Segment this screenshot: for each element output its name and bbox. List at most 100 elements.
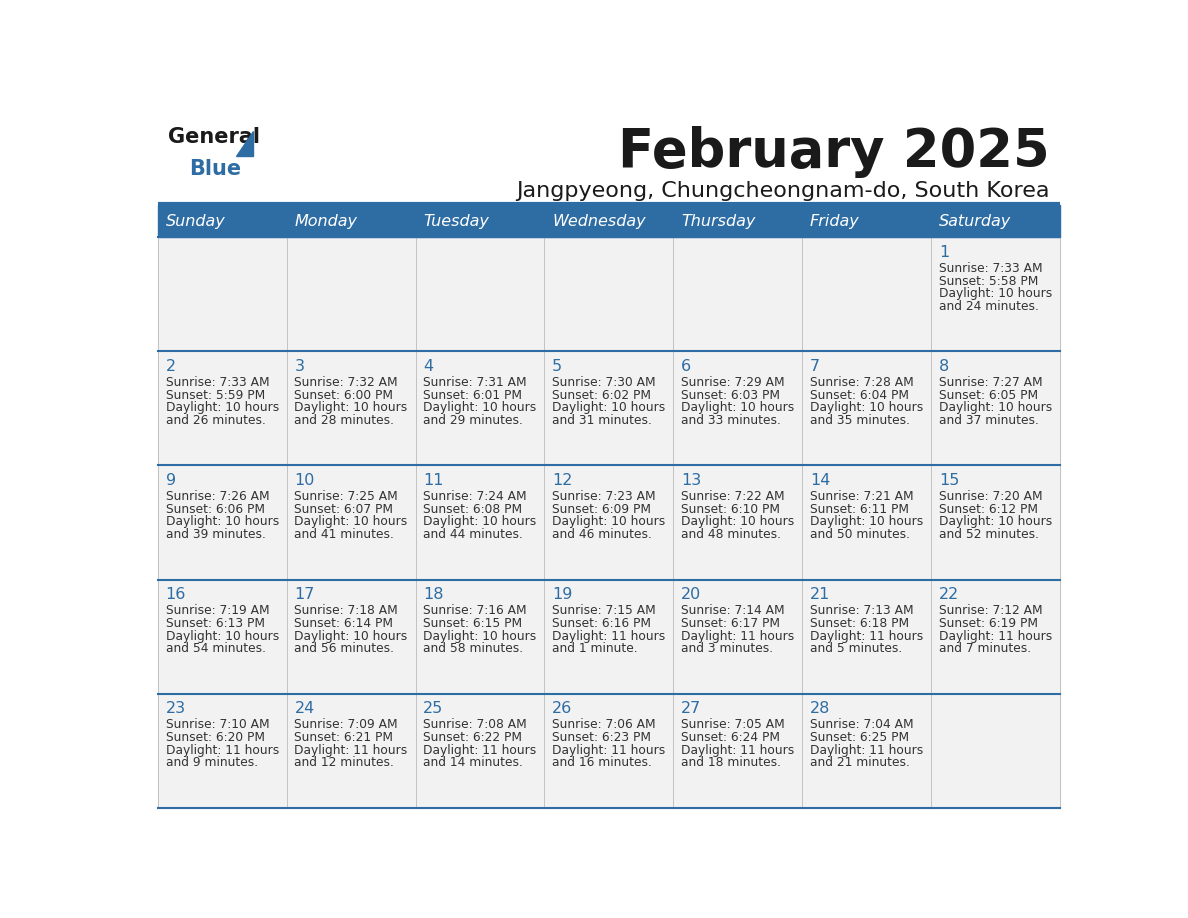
Bar bbox=[931, 579, 1060, 694]
Bar bbox=[544, 579, 674, 694]
Bar bbox=[158, 579, 286, 694]
Text: Sunset: 6:16 PM: Sunset: 6:16 PM bbox=[552, 617, 651, 630]
Bar bbox=[674, 237, 802, 352]
Text: Sunrise: 7:12 AM: Sunrise: 7:12 AM bbox=[939, 604, 1042, 617]
Text: and 28 minutes.: and 28 minutes. bbox=[295, 414, 394, 427]
Text: Daylight: 10 hours: Daylight: 10 hours bbox=[295, 630, 407, 643]
Text: Sunset: 6:25 PM: Sunset: 6:25 PM bbox=[810, 731, 909, 744]
Bar bbox=[802, 237, 931, 352]
Text: Sunset: 5:59 PM: Sunset: 5:59 PM bbox=[165, 388, 265, 402]
Text: Daylight: 11 hours: Daylight: 11 hours bbox=[295, 744, 407, 756]
Text: Daylight: 10 hours: Daylight: 10 hours bbox=[295, 516, 407, 529]
Text: Daylight: 10 hours: Daylight: 10 hours bbox=[165, 401, 279, 414]
Text: and 1 minute.: and 1 minute. bbox=[552, 643, 638, 655]
Text: Sunrise: 7:14 AM: Sunrise: 7:14 AM bbox=[681, 604, 784, 617]
Text: 24: 24 bbox=[295, 701, 315, 716]
Text: Sunset: 6:06 PM: Sunset: 6:06 PM bbox=[165, 503, 265, 516]
Text: Daylight: 11 hours: Daylight: 11 hours bbox=[939, 630, 1053, 643]
Text: and 29 minutes.: and 29 minutes. bbox=[423, 414, 523, 427]
Text: and 9 minutes.: and 9 minutes. bbox=[165, 756, 258, 769]
Text: Sunset: 6:07 PM: Sunset: 6:07 PM bbox=[295, 503, 393, 516]
Text: and 16 minutes.: and 16 minutes. bbox=[552, 756, 652, 769]
Text: Blue: Blue bbox=[190, 160, 241, 179]
Bar bbox=[544, 465, 674, 579]
Text: Sunrise: 7:05 AM: Sunrise: 7:05 AM bbox=[681, 718, 785, 732]
Bar bbox=[158, 237, 286, 352]
Text: and 46 minutes.: and 46 minutes. bbox=[552, 528, 652, 542]
Bar bbox=[286, 237, 416, 352]
Text: Daylight: 10 hours: Daylight: 10 hours bbox=[295, 401, 407, 414]
Text: 9: 9 bbox=[165, 473, 176, 488]
Text: Sunset: 6:08 PM: Sunset: 6:08 PM bbox=[423, 503, 523, 516]
Bar bbox=[286, 694, 416, 808]
Text: Sunrise: 7:06 AM: Sunrise: 7:06 AM bbox=[552, 718, 656, 732]
Text: Sunset: 6:14 PM: Sunset: 6:14 PM bbox=[295, 617, 393, 630]
Text: Sunrise: 7:08 AM: Sunrise: 7:08 AM bbox=[423, 718, 527, 732]
Bar bbox=[674, 352, 802, 465]
Text: Sunset: 6:13 PM: Sunset: 6:13 PM bbox=[165, 617, 265, 630]
Text: Sunset: 6:24 PM: Sunset: 6:24 PM bbox=[681, 731, 781, 744]
Text: Sunrise: 7:27 AM: Sunrise: 7:27 AM bbox=[939, 376, 1042, 389]
Bar bbox=[802, 694, 931, 808]
Text: Sunrise: 7:04 AM: Sunrise: 7:04 AM bbox=[810, 718, 914, 732]
Text: and 24 minutes.: and 24 minutes. bbox=[939, 300, 1038, 313]
Text: 13: 13 bbox=[681, 473, 701, 488]
Text: Sunrise: 7:15 AM: Sunrise: 7:15 AM bbox=[552, 604, 656, 617]
Text: Sunday: Sunday bbox=[165, 214, 226, 229]
Bar bbox=[158, 465, 286, 579]
Text: and 12 minutes.: and 12 minutes. bbox=[295, 756, 394, 769]
Text: and 7 minutes.: and 7 minutes. bbox=[939, 643, 1031, 655]
Text: Sunrise: 7:22 AM: Sunrise: 7:22 AM bbox=[681, 490, 784, 503]
Text: Monday: Monday bbox=[295, 214, 358, 229]
Bar bbox=[416, 352, 544, 465]
Text: Sunset: 6:12 PM: Sunset: 6:12 PM bbox=[939, 503, 1038, 516]
Text: and 56 minutes.: and 56 minutes. bbox=[295, 643, 394, 655]
Bar bbox=[931, 352, 1060, 465]
Text: and 41 minutes.: and 41 minutes. bbox=[295, 528, 394, 542]
Text: Daylight: 10 hours: Daylight: 10 hours bbox=[165, 516, 279, 529]
Text: Sunrise: 7:18 AM: Sunrise: 7:18 AM bbox=[295, 604, 398, 617]
Text: 20: 20 bbox=[681, 588, 701, 602]
Text: 5: 5 bbox=[552, 359, 562, 374]
Text: and 50 minutes.: and 50 minutes. bbox=[810, 528, 910, 542]
Text: Sunrise: 7:24 AM: Sunrise: 7:24 AM bbox=[423, 490, 527, 503]
Text: Sunset: 6:03 PM: Sunset: 6:03 PM bbox=[681, 388, 781, 402]
Text: and 48 minutes.: and 48 minutes. bbox=[681, 528, 781, 542]
Text: Daylight: 11 hours: Daylight: 11 hours bbox=[165, 744, 279, 756]
Bar bbox=[674, 579, 802, 694]
Text: 8: 8 bbox=[939, 359, 949, 374]
Polygon shape bbox=[236, 131, 253, 156]
Text: Sunset: 6:02 PM: Sunset: 6:02 PM bbox=[552, 388, 651, 402]
Text: February 2025: February 2025 bbox=[618, 126, 1050, 177]
Text: Sunset: 6:00 PM: Sunset: 6:00 PM bbox=[295, 388, 393, 402]
Text: Sunset: 6:18 PM: Sunset: 6:18 PM bbox=[810, 617, 909, 630]
Bar bbox=[802, 579, 931, 694]
Text: and 5 minutes.: and 5 minutes. bbox=[810, 643, 902, 655]
Text: Sunset: 6:11 PM: Sunset: 6:11 PM bbox=[810, 503, 909, 516]
Text: Sunrise: 7:25 AM: Sunrise: 7:25 AM bbox=[295, 490, 398, 503]
Text: Daylight: 10 hours: Daylight: 10 hours bbox=[423, 516, 537, 529]
Text: Daylight: 10 hours: Daylight: 10 hours bbox=[810, 401, 923, 414]
Text: and 35 minutes.: and 35 minutes. bbox=[810, 414, 910, 427]
Bar bbox=[931, 694, 1060, 808]
Text: and 39 minutes.: and 39 minutes. bbox=[165, 528, 265, 542]
Bar bbox=[416, 465, 544, 579]
Text: 26: 26 bbox=[552, 701, 573, 716]
Text: Tuesday: Tuesday bbox=[423, 214, 489, 229]
Bar bbox=[286, 579, 416, 694]
Text: and 21 minutes.: and 21 minutes. bbox=[810, 756, 910, 769]
Text: Sunrise: 7:28 AM: Sunrise: 7:28 AM bbox=[810, 376, 914, 389]
Text: Wednesday: Wednesday bbox=[552, 214, 646, 229]
Text: Sunrise: 7:23 AM: Sunrise: 7:23 AM bbox=[552, 490, 656, 503]
Text: 18: 18 bbox=[423, 588, 444, 602]
Text: and 31 minutes.: and 31 minutes. bbox=[552, 414, 652, 427]
Text: Friday: Friday bbox=[810, 214, 860, 229]
Text: Sunrise: 7:13 AM: Sunrise: 7:13 AM bbox=[810, 604, 914, 617]
Text: 1: 1 bbox=[939, 245, 949, 260]
Text: 2: 2 bbox=[165, 359, 176, 374]
Text: Daylight: 10 hours: Daylight: 10 hours bbox=[939, 401, 1053, 414]
Text: 25: 25 bbox=[423, 701, 443, 716]
Text: Daylight: 11 hours: Daylight: 11 hours bbox=[423, 744, 537, 756]
Text: Daylight: 11 hours: Daylight: 11 hours bbox=[552, 744, 665, 756]
Text: Daylight: 10 hours: Daylight: 10 hours bbox=[552, 516, 665, 529]
